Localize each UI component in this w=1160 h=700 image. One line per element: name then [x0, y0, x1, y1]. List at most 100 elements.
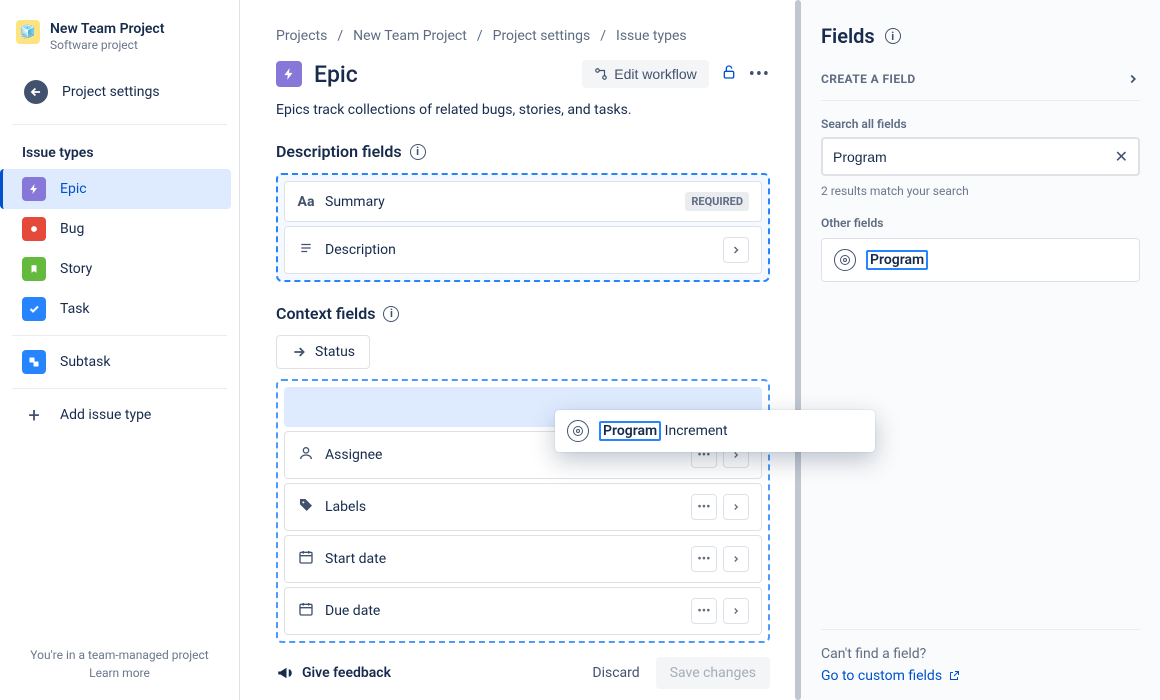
discard-button[interactable]: Discard [592, 665, 639, 681]
scroll-indicator [795, 0, 801, 700]
field-label: Labels [325, 499, 366, 515]
field-due-date[interactable]: Due date ••• [284, 587, 762, 635]
edit-workflow-button[interactable]: Edit workflow [582, 60, 708, 88]
create-field-button[interactable]: CREATE A FIELD [821, 66, 1140, 100]
add-issue-type-button[interactable]: + Add issue type [8, 395, 231, 435]
other-fields-label: Other fields [821, 216, 1140, 230]
save-changes-button: Save changes [656, 657, 770, 689]
panel-title: Fields i [821, 24, 1140, 48]
divider [12, 124, 227, 125]
suggestion-rest: Increment [661, 423, 727, 439]
status-chip[interactable]: Status [276, 335, 370, 369]
field-result-program[interactable]: Program [821, 238, 1140, 282]
help-icon[interactable]: i [410, 144, 426, 160]
field-more-button[interactable]: ••• [691, 546, 717, 572]
epic-icon [22, 177, 46, 201]
footer-note: You're in a team-managed project [8, 648, 231, 662]
field-more-button[interactable]: ••• [691, 494, 717, 520]
plus-icon: + [22, 403, 46, 427]
sidebar-footer: You're in a team-managed project Learn m… [0, 640, 239, 688]
text-icon: Aa [297, 194, 315, 210]
field-start-date[interactable]: Start date ••• [284, 535, 762, 583]
field-expand-button[interactable] [723, 546, 749, 572]
footer-question: Can't find a field? [821, 646, 1140, 662]
field-label: Description [325, 242, 396, 258]
back-to-settings[interactable]: Project settings [8, 72, 231, 112]
external-link-icon [948, 670, 960, 682]
megaphone-icon [276, 664, 294, 682]
field-type-icon [567, 420, 589, 442]
story-icon [22, 257, 46, 281]
result-match: Program [866, 250, 928, 270]
user-icon [297, 445, 315, 465]
give-feedback-button[interactable]: Give feedback [276, 664, 391, 682]
calendar-icon [297, 601, 315, 621]
field-description[interactable]: Description [284, 226, 762, 274]
divider [12, 388, 227, 389]
sidebar-item-task[interactable]: Task [8, 289, 231, 329]
sidebar-item-bug[interactable]: Bug [8, 209, 231, 249]
footer-learn-more[interactable]: Learn more [8, 666, 231, 680]
field-expand-button[interactable] [723, 494, 749, 520]
status-label: Status [315, 344, 355, 360]
sidebar-item-subtask[interactable]: Subtask [8, 342, 231, 382]
edit-workflow-label: Edit workflow [614, 66, 696, 82]
breadcrumb: Projects/ New Team Project/ Project sett… [276, 28, 770, 44]
epic-icon [276, 61, 302, 87]
field-labels[interactable]: Labels ••• [284, 483, 762, 531]
sidebar-item-story[interactable]: Story [8, 249, 231, 289]
sidebar: 🧊 New Team Project Software project Proj… [0, 0, 240, 700]
drag-suggestion-program-increment[interactable]: Program Increment [555, 410, 875, 452]
field-label: Start date [325, 551, 386, 567]
main-content: Projects/ New Team Project/ Project sett… [240, 0, 800, 700]
search-input[interactable] [833, 149, 1107, 165]
search-input-wrap: ✕ [821, 137, 1140, 176]
field-summary[interactable]: Aa Summary REQUIRED [284, 181, 762, 222]
sidebar-item-label: Bug [60, 221, 84, 237]
field-type-icon [834, 249, 856, 271]
subtask-icon [22, 350, 46, 374]
sidebar-item-label: Subtask [60, 354, 110, 370]
page-description: Epics track collections of related bugs,… [276, 102, 770, 118]
arrow-icon [291, 344, 307, 360]
issue-type-list: Epic Bug Story Task [0, 169, 239, 329]
field-expand-button[interactable] [723, 598, 749, 624]
custom-fields-link[interactable]: Go to custom fields [821, 668, 960, 684]
field-label: Due date [325, 603, 380, 619]
chevron-right-icon [1126, 72, 1140, 86]
back-label: Project settings [62, 84, 160, 100]
search-label: Search all fields [821, 117, 1140, 131]
page-header: Epic Edit workflow ••• [276, 60, 770, 88]
help-icon[interactable]: i [383, 306, 399, 322]
sidebar-item-epic[interactable]: Epic [0, 169, 231, 209]
more-menu[interactable]: ••• [749, 64, 770, 85]
field-label: Summary [325, 194, 385, 210]
context-fields-heading: Context fields i [276, 304, 770, 323]
description-fields-group: Aa Summary REQUIRED Description [276, 173, 770, 282]
project-avatar: 🧊 [16, 20, 40, 44]
lock-icon[interactable] [721, 64, 737, 84]
sidebar-item-label: Epic [60, 181, 87, 197]
paragraph-icon [297, 241, 315, 259]
help-icon[interactable]: i [885, 28, 901, 44]
divider [12, 335, 227, 336]
crumb[interactable]: Project settings [493, 28, 591, 44]
page-title: Epic [314, 61, 358, 88]
project-header: 🧊 New Team Project Software project [0, 20, 239, 68]
required-badge: REQUIRED [685, 192, 749, 211]
field-more-button[interactable]: ••• [691, 598, 717, 624]
project-subtitle: Software project [50, 38, 164, 52]
task-icon [22, 297, 46, 321]
crumb[interactable]: Issue types [616, 28, 687, 44]
field-label: Assignee [325, 447, 382, 463]
suggestion-match: Program [599, 421, 661, 441]
calendar-icon [297, 549, 315, 569]
fields-panel: Fields i CREATE A FIELD Search all field… [800, 0, 1160, 700]
crumb[interactable]: New Team Project [353, 28, 467, 44]
back-icon [24, 80, 48, 104]
expand-button[interactable] [723, 237, 749, 263]
clear-search-button[interactable]: ✕ [1115, 147, 1128, 166]
sidebar-item-label: Story [60, 261, 92, 277]
description-fields-heading: Description fields i [276, 142, 770, 161]
crumb[interactable]: Projects [276, 28, 327, 44]
